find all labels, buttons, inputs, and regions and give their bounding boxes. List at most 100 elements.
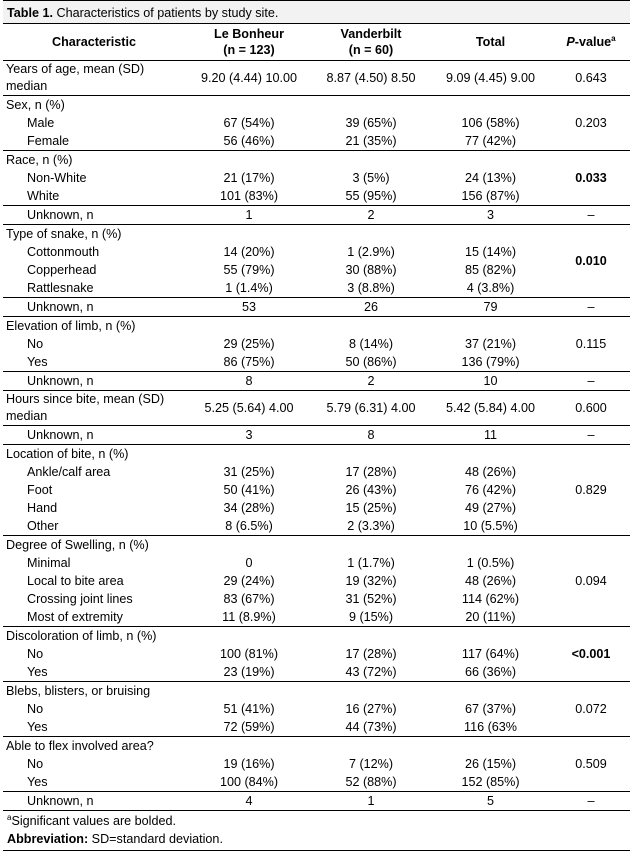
header-row: Characteristic Le Bonheur (n = 123) Vand… — [3, 24, 630, 61]
row-value: 43 (72%) — [345, 665, 397, 679]
table-row: Crossing joint lines 83 (67%) 31 (52%) 114 … — [3, 590, 630, 608]
row-value: 31 (25%) — [223, 465, 275, 479]
row-value: 3 (5%) — [352, 171, 390, 185]
row-value: 8 (6.5%) — [225, 519, 273, 533]
row-value: 26 (43%) — [345, 483, 397, 497]
row-value: 55 (79%) — [223, 263, 275, 277]
table-row: Female 56 (46%) 21 (35%) 77 (42%) — [3, 132, 630, 151]
table-row: Other 8 (6.5%) 2 (3.3%) 10 (5.5%) — [3, 517, 630, 536]
row-label: Crossing joint lines — [27, 592, 133, 606]
row-value: 77 (42%) — [464, 134, 517, 148]
row-label: Other — [27, 519, 59, 533]
empty-cell — [429, 444, 552, 463]
row-label: Female — [27, 134, 69, 148]
row-label: Male — [27, 116, 55, 130]
header-site2: Vanderbilt (n = 60) — [313, 24, 429, 61]
row-label: No — [27, 702, 44, 716]
row-label: White — [27, 189, 60, 203]
header-total: Total — [429, 24, 552, 61]
unknown-label: Unknown, n — [3, 297, 185, 317]
group-title-row: Blebs, blisters, or bruising 0.072 — [3, 681, 630, 737]
row-value: 17 (28%) — [345, 465, 397, 479]
empty-cell — [185, 736, 313, 755]
group-title: Type of snake, n (%) — [3, 224, 185, 243]
caption-text: Characteristics of patients by study sit… — [56, 6, 279, 20]
header-pvalue: P-valuea — [552, 24, 630, 61]
row-value: 67 (54%) — [223, 116, 275, 130]
row-label: Yes — [27, 665, 48, 679]
row-label: No — [27, 757, 44, 771]
row-value: 2 (3.3%) — [347, 519, 395, 533]
row-value: 83 (67%) — [223, 592, 275, 606]
footnote-abbr-text: SD=standard deviation. — [88, 832, 223, 846]
group-pvalue: 0.203 — [552, 95, 630, 151]
group-pvalue: 0.010 — [552, 224, 630, 298]
unknown-value: 8 — [313, 425, 429, 445]
row-label: Local to bite area — [27, 574, 124, 588]
row-value: 19 (32%) — [345, 574, 397, 588]
unknown-value: 53 — [185, 297, 313, 317]
group-title: Degree of Swelling, n (%) — [3, 535, 185, 554]
group-title-row: Degree of Swelling, n (%) 0.094 — [3, 535, 630, 627]
group-value: 9.09 (4.45) 9.00 — [429, 60, 552, 96]
group-pvalue: <0.001 — [552, 626, 630, 682]
header-site2-n: (n = 60) — [348, 43, 394, 57]
unknown-label: Unknown, n — [3, 205, 185, 225]
row-label: Copperhead — [27, 263, 97, 277]
unknown-value: 11 — [429, 425, 552, 445]
row-value: 85 (82%) — [464, 263, 517, 277]
row-value: 116 (63% — [464, 720, 517, 734]
group-value: 5.42 (5.84) 4.00 — [429, 390, 552, 426]
row-value: 15 (25%) — [345, 501, 397, 515]
unknown-row: Unknown, n 1 2 3– — [3, 205, 630, 225]
row-value: 156 (87%) — [461, 189, 520, 203]
row-value: 66 (36%) — [464, 665, 517, 679]
row-value: 48 (26%) — [464, 574, 517, 588]
row-label: Hand — [27, 501, 58, 515]
row-value: 152 (85%) — [461, 775, 520, 789]
row-value: 10 (5.5%) — [463, 519, 518, 533]
table-row: No 51 (41%) 16 (27%) 67 (37%) — [3, 700, 630, 718]
empty-cell — [429, 681, 552, 700]
row-value: 76 (42%) — [464, 483, 517, 497]
unknown-value: 4 — [185, 791, 313, 810]
row-value: 15 (14%) — [464, 245, 517, 259]
row-value: 51 (41%) — [223, 702, 275, 716]
unknown-label: Unknown, n — [3, 425, 185, 445]
group-title: Discoloration of limb, n (%) — [3, 626, 185, 645]
row-value: 49 (27%) — [464, 501, 517, 515]
header-characteristic: Characteristic — [3, 24, 185, 61]
row-value: 72 (59%) — [223, 720, 275, 734]
table-row: Rattlesnake 1 (1.4%) 3 (8.8%) 4 (3.8%) — [3, 279, 630, 298]
row-value: 16 (27%) — [345, 702, 397, 716]
group-pvalue: 0.072 — [552, 681, 630, 737]
empty-cell — [313, 535, 429, 554]
footnote-abbr-label: Abbreviation: — [7, 832, 89, 846]
row-value: 67 (37%) — [464, 702, 517, 716]
unknown-pvalue: – — [552, 371, 630, 391]
row-value: 21 (35%) — [345, 134, 397, 148]
empty-cell — [313, 736, 429, 755]
row-label: Yes — [27, 355, 48, 369]
group-title-row: Elevation of limb, n (%) 0.115 — [3, 316, 630, 372]
empty-cell — [185, 681, 313, 700]
empty-cell — [313, 444, 429, 463]
row-value: 1 (0.5%) — [466, 556, 515, 570]
table-row: Non-White 21 (17%) 3 (5%) 24 (13%) — [3, 169, 630, 187]
row-label: Most of extremity — [27, 610, 123, 624]
unknown-row: Unknown, n 3 8 11– — [3, 425, 630, 445]
table-row: Ankle/calf area 31 (25%) 17 (28%) 48 (26%) — [3, 463, 630, 481]
unknown-value: 26 — [313, 297, 429, 317]
group-title-row: Location of bite, n (%) 0.829 — [3, 444, 630, 536]
row-value: 48 (26%) — [464, 465, 517, 479]
row-value: 101 (83%) — [219, 189, 279, 203]
unknown-value: 3 — [185, 425, 313, 445]
row-label: Foot — [27, 483, 53, 497]
empty-cell — [185, 316, 313, 335]
unknown-pvalue: – — [552, 297, 630, 317]
row-label: Cottonmouth — [27, 245, 100, 259]
group-title-row: Years of age, mean (SD) median 9.20 (4.44… — [3, 60, 630, 96]
group-title-row: Able to flex involved area? 0.509 — [3, 736, 630, 792]
empty-cell — [185, 626, 313, 645]
group-title-row: Race, n (%) 0.033 — [3, 150, 630, 206]
